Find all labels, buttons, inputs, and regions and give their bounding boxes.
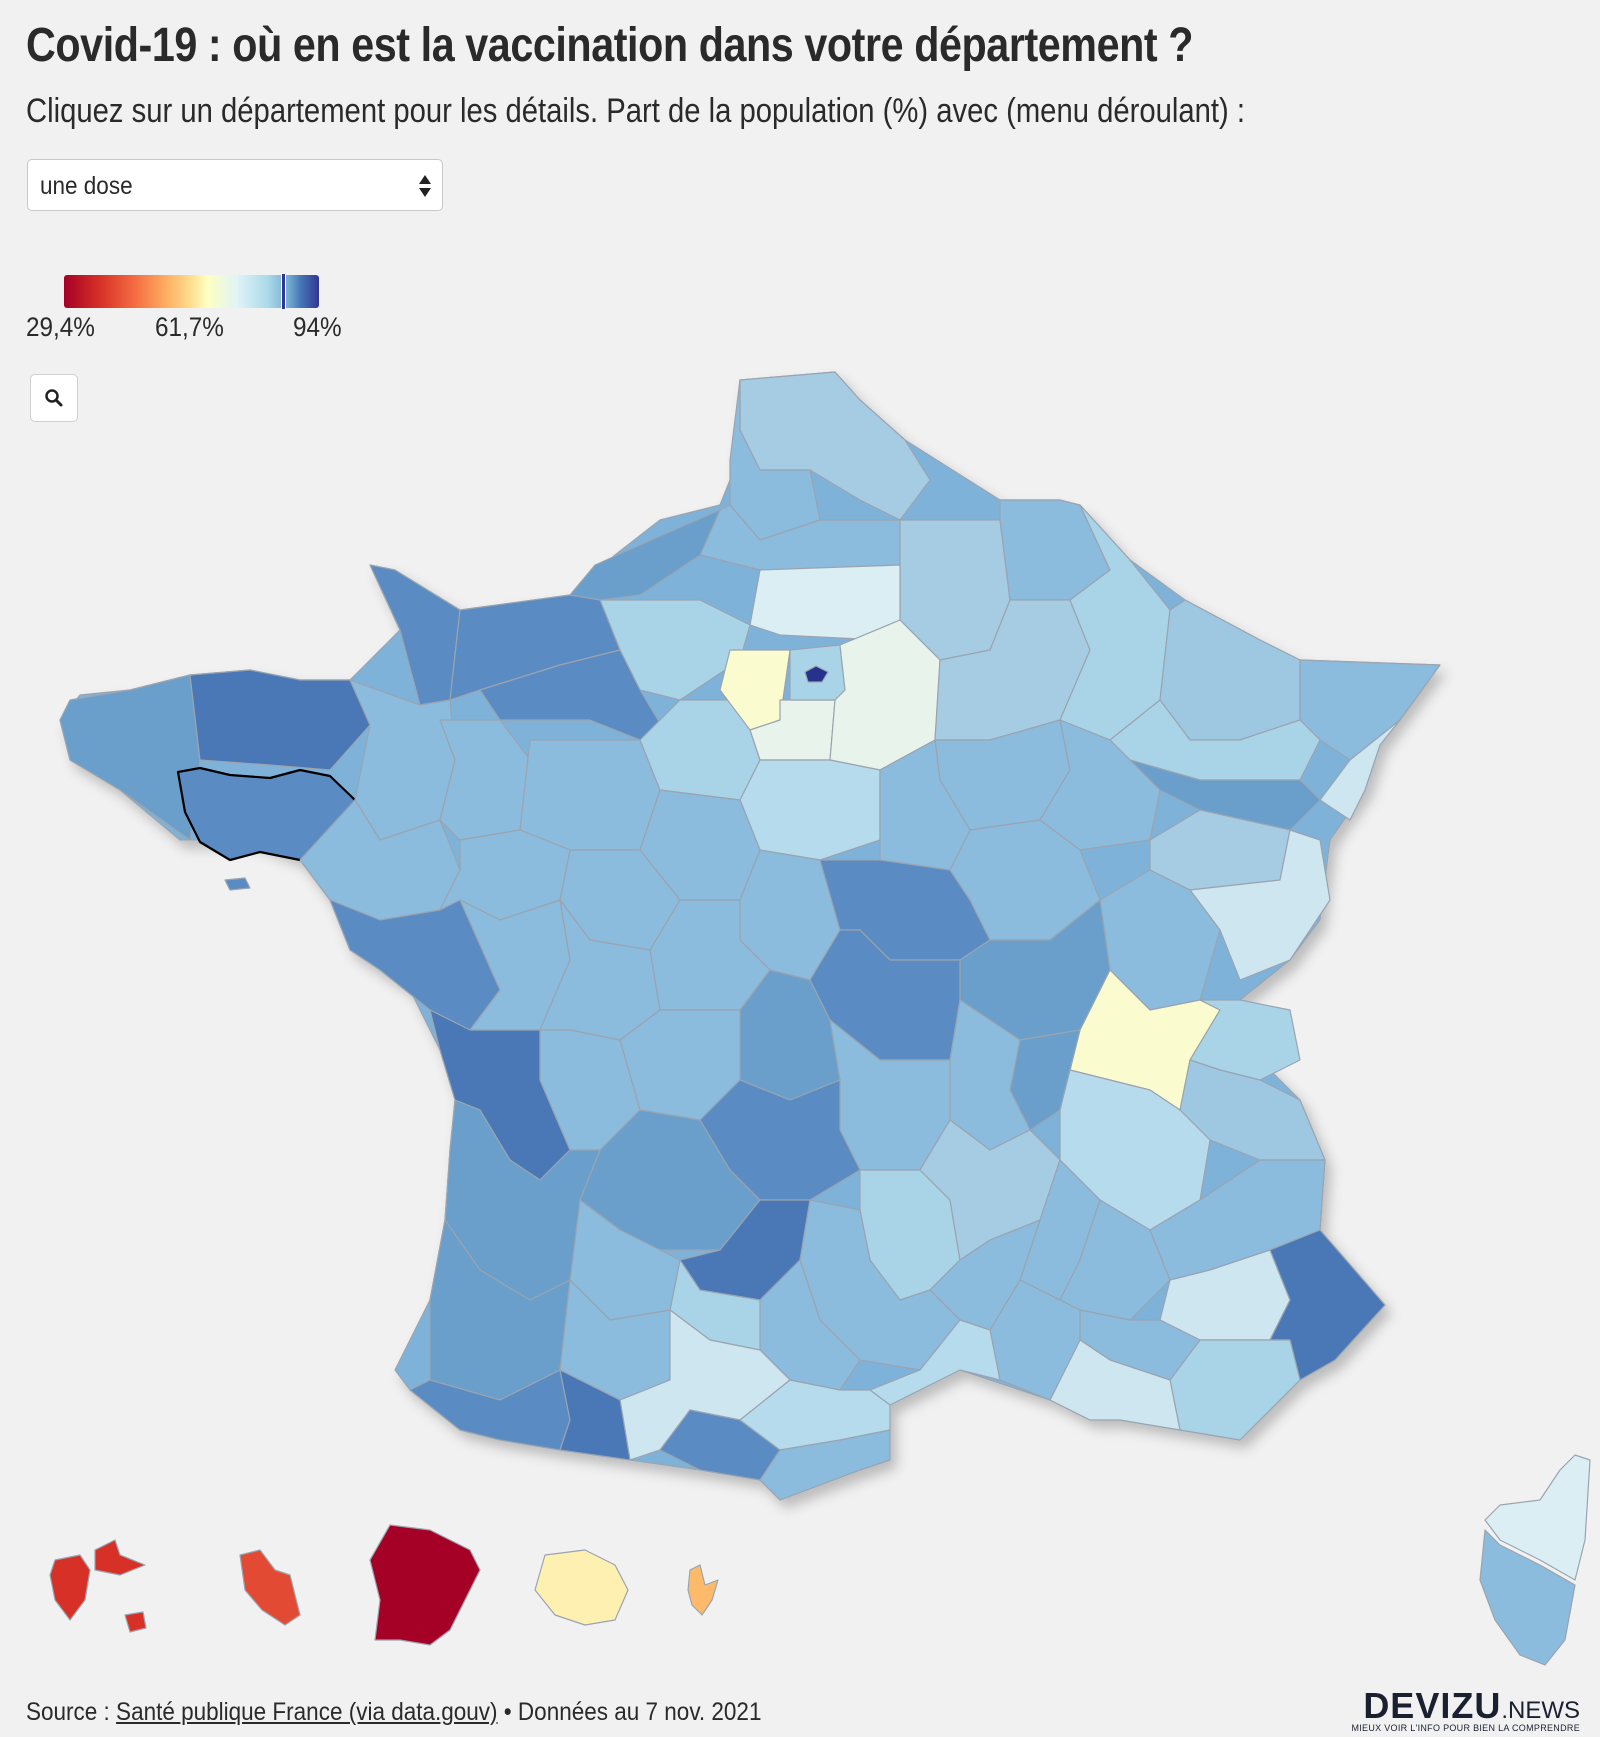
- legend-max-label: 94%: [293, 312, 342, 342]
- select-arrows-icon: [418, 173, 432, 204]
- dept-vosges[interactable]: [1129, 759, 1321, 831]
- source-link[interactable]: Santé publique France (via data.gouv): [116, 1698, 498, 1726]
- brand-tagline: MIEUX VOIR L'INFO POUR BIEN LA COMPRENDR…: [1351, 1723, 1580, 1733]
- dept-savoie[interactable]: [1179, 1059, 1326, 1161]
- dept-paris[interactable]: [804, 665, 829, 683]
- brand-logo: DEVIZU.NEWS MIEUX VOIR L'INFO POUR BIEN …: [1351, 1685, 1580, 1733]
- corse-haute[interactable]: [1484, 1454, 1591, 1581]
- data-date: • Données au 7 nov. 2021: [497, 1698, 762, 1726]
- color-legend-bar: [64, 275, 319, 308]
- dept-hautes-pyrenees[interactable]: [559, 1369, 631, 1461]
- guadeloupe[interactable]: [49, 1539, 147, 1633]
- dept-moselle[interactable]: [1159, 599, 1301, 741]
- brand-suffix: .NEWS: [1501, 1697, 1580, 1724]
- legend-selected-marker: [281, 274, 286, 309]
- dept-cotes-darmor[interactable]: [189, 669, 371, 771]
- dept-bouches-du-rhone[interactable]: [1049, 1339, 1181, 1431]
- source-footer: Source : Santé publique France (via data…: [26, 1698, 761, 1727]
- guyane[interactable]: [369, 1524, 481, 1646]
- island-belle-ile: [224, 877, 251, 891]
- legend-mid-label: 61,7%: [155, 312, 224, 342]
- source-prefix: Source :: [26, 1698, 117, 1726]
- search-icon: [45, 389, 63, 407]
- zoom-button[interactable]: [30, 374, 78, 422]
- dose-select-value: une dose: [40, 172, 133, 200]
- page-title: Covid-19 : où en est la vaccination dans…: [26, 19, 1194, 72]
- dept-loiret[interactable]: [739, 759, 881, 861]
- mayotte[interactable]: [687, 1564, 719, 1616]
- dept-sarthe[interactable]: [519, 739, 661, 851]
- martinique[interactable]: [239, 1549, 301, 1626]
- page-subtitle: Cliquez sur un département pour les déta…: [26, 92, 1246, 130]
- corse-sud[interactable]: [1479, 1529, 1576, 1666]
- dept-pyrenees-orientales[interactable]: [759, 1429, 891, 1501]
- la-reunion[interactable]: [534, 1549, 629, 1626]
- brand-name: DEVIZU: [1363, 1685, 1502, 1726]
- dose-select[interactable]: une dose: [27, 159, 443, 211]
- dept-var[interactable]: [1169, 1339, 1301, 1441]
- dept-finistere[interactable]: [59, 674, 201, 841]
- legend-min-label: 29,4%: [26, 312, 95, 342]
- dept-ille-et-vilaine[interactable]: [349, 679, 456, 841]
